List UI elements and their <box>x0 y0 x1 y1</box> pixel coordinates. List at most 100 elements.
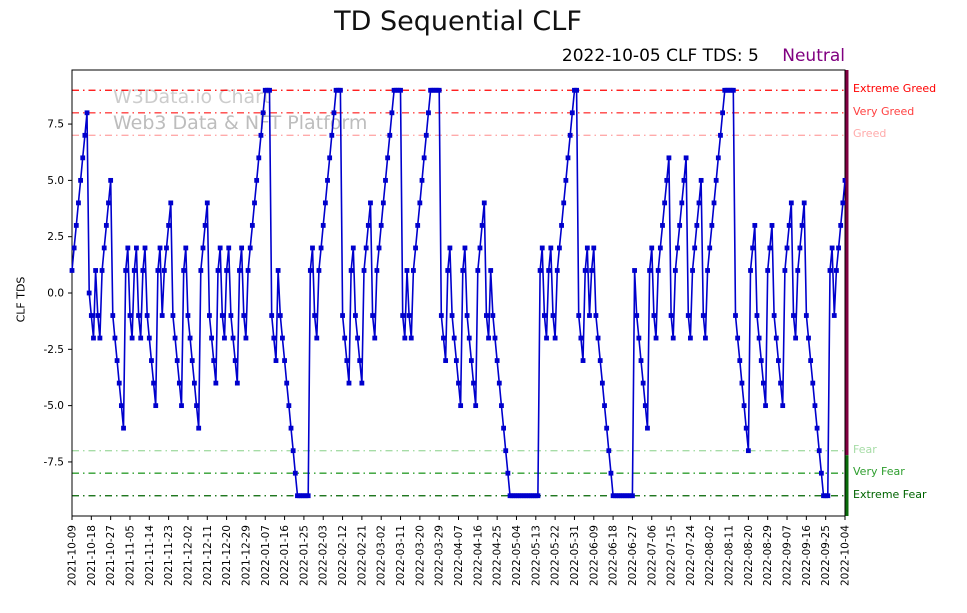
tds-marker <box>380 200 386 206</box>
x-tick-label: 2021-11-23 <box>163 525 175 586</box>
tds-marker <box>232 358 238 363</box>
tds-marker <box>711 200 717 206</box>
tds-marker <box>664 177 670 183</box>
tds-marker <box>426 110 431 116</box>
tds-marker <box>501 425 506 431</box>
tds-marker <box>213 380 219 386</box>
tds-marker <box>791 313 796 318</box>
tds-marker <box>735 335 741 341</box>
tds-marker <box>825 493 831 499</box>
tds-marker <box>421 155 427 161</box>
tds-marker <box>441 335 446 341</box>
tds-marker <box>275 268 281 273</box>
threshold-label-extreme-fear: Extreme Fear <box>853 487 927 501</box>
tds-marker <box>245 268 251 273</box>
tds-marker <box>559 223 564 228</box>
tds-marker <box>357 358 363 363</box>
tds-marker <box>829 245 835 251</box>
x-tick-label: 2022-02-03 <box>318 525 330 586</box>
tds-markers <box>69 87 848 499</box>
x-tick-label: 2022-08-11 <box>724 525 736 586</box>
tds-marker <box>788 200 794 206</box>
x-tick-label: 2022-06-09 <box>588 525 600 586</box>
tds-marker <box>765 268 771 273</box>
tds-marker <box>217 245 223 251</box>
tds-marker <box>462 245 468 251</box>
tds-marker <box>741 403 747 409</box>
tds-marker <box>239 245 245 251</box>
tds-marker <box>305 493 311 499</box>
tds-marker <box>101 245 107 251</box>
x-tick-label: 2022-05-22 <box>550 525 562 586</box>
tds-marker <box>350 245 356 251</box>
tds-marker <box>389 110 395 116</box>
x-tick-label: 2022-04-07 <box>453 525 465 586</box>
tds-marker <box>492 335 498 341</box>
tds-marker <box>174 358 180 363</box>
y-tick-label: 7.5 <box>47 119 64 131</box>
tds-marker <box>840 200 846 206</box>
tds-marker <box>419 177 425 183</box>
tds-marker <box>292 470 298 476</box>
tds-marker <box>204 200 210 206</box>
tds-marker <box>318 245 324 251</box>
tds-marker <box>709 223 715 228</box>
tds-marker <box>91 335 96 341</box>
tds-marker <box>584 245 590 251</box>
tds-marker <box>557 245 562 251</box>
tds-marker <box>338 87 343 93</box>
tds-marker <box>574 87 579 93</box>
tds-marker <box>739 380 745 386</box>
tds-marker <box>196 425 202 431</box>
tds-marker <box>578 335 584 341</box>
tds-marker <box>752 223 758 228</box>
tds-marker <box>836 245 841 251</box>
tds-marker <box>447 245 453 251</box>
tds-marker <box>838 223 844 228</box>
tds-marker <box>376 245 382 251</box>
tds-marker <box>415 223 421 228</box>
tds-marker <box>211 358 217 363</box>
tds-marker <box>331 110 337 116</box>
tds-marker <box>490 313 496 318</box>
tds-marker <box>468 358 474 363</box>
tds-marker <box>733 313 738 318</box>
tds-marker <box>365 223 371 228</box>
tds-marker <box>387 132 393 138</box>
tds-marker <box>183 245 189 251</box>
tds-marker <box>692 245 698 251</box>
tds-marker <box>630 493 635 499</box>
tds-marker <box>535 493 541 499</box>
tds-marker <box>138 335 144 341</box>
tds-marker <box>438 313 444 318</box>
tds-marker <box>660 223 665 228</box>
tds-marker <box>282 358 287 363</box>
x-tick-label: 2022-01-25 <box>298 525 310 586</box>
tds-marker <box>314 335 320 341</box>
tds-marker <box>202 223 208 228</box>
tds-marker <box>666 155 672 161</box>
tds-marker <box>675 245 680 251</box>
tds-marker <box>140 268 146 273</box>
tds-marker <box>632 268 637 273</box>
tds-marker <box>778 380 783 386</box>
tds-marker <box>127 313 133 318</box>
tds-marker <box>750 245 756 251</box>
tds-marker <box>812 403 818 409</box>
tds-marker <box>146 335 152 341</box>
tds-marker <box>582 268 588 273</box>
tds-marker <box>411 268 416 273</box>
tds-marker <box>149 358 154 363</box>
tds-marker <box>258 132 264 138</box>
tds-marker <box>698 177 704 183</box>
tds-marker <box>771 313 777 318</box>
tds-marker <box>142 245 148 251</box>
x-tick-label: 2022-03-20 <box>414 525 426 586</box>
tds-marker <box>288 425 294 431</box>
tds-marker <box>563 177 569 183</box>
tds-marker <box>93 268 99 273</box>
tds-marker <box>827 268 833 273</box>
tds-marker <box>647 268 653 273</box>
tds-marker <box>608 470 614 476</box>
